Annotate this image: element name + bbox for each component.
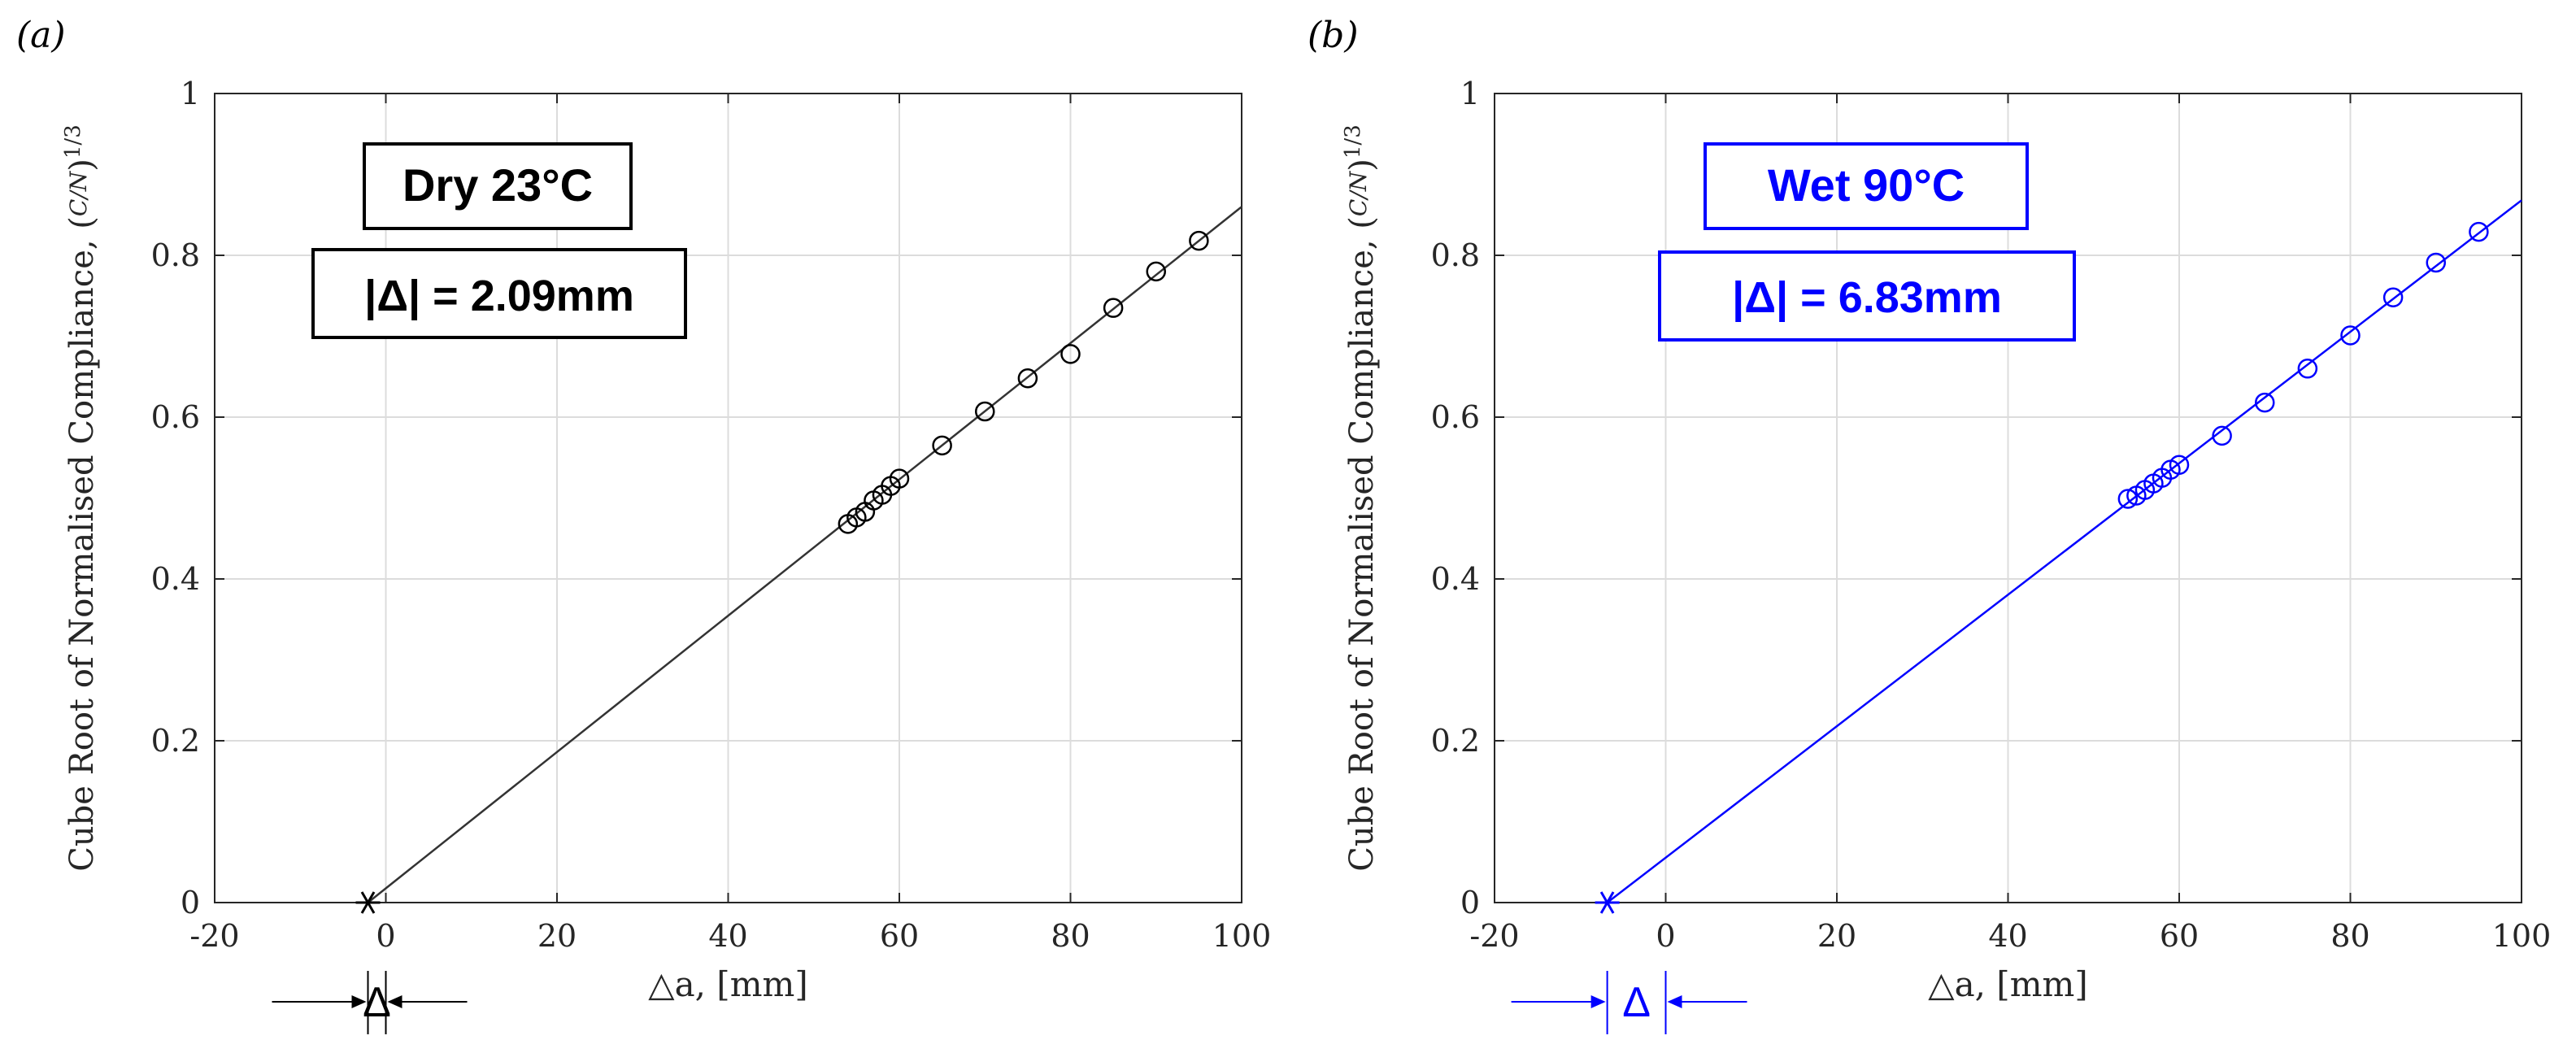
data-markers (838, 230, 1209, 534)
data-point (2297, 359, 2318, 379)
data-point (2469, 221, 2489, 242)
x-axis-label: △a, [mm] (1928, 964, 2087, 1004)
x-tick-label: 20 (1817, 918, 1856, 954)
x-tick-label: -20 (189, 918, 239, 954)
y-tick-label: 0.6 (1431, 399, 1480, 435)
data-point (2340, 325, 2361, 346)
y-tick-label: 0 (181, 885, 200, 920)
delta-value: |Δ| = 2.09mm (364, 272, 634, 321)
offset-indicator: Δ (272, 971, 468, 1034)
x-tick-label: 20 (537, 918, 577, 954)
x-tick-label: 60 (880, 918, 919, 954)
y-tick-label: 0.8 (151, 237, 200, 273)
delta-box (1658, 250, 2076, 342)
x-tick-label: 0 (376, 918, 395, 954)
data-point (889, 468, 910, 489)
y-tick-label: 0.4 (1431, 561, 1480, 597)
y-tick-label: 1 (1460, 76, 1480, 111)
x-tick-label: -20 (1469, 918, 1519, 954)
panel-label: (a) (16, 15, 66, 56)
x-tick-label: 40 (1988, 918, 2027, 954)
data-point (2255, 392, 2275, 413)
data-point (1146, 261, 1166, 282)
condition-label: Wet 90°C (1768, 159, 1965, 211)
data-point (1103, 298, 1124, 318)
delta-value: |Δ| = 6.83mm (1732, 273, 2002, 323)
data-point (975, 401, 995, 422)
offset-arrowhead-left (351, 995, 367, 1008)
offset-arrowhead-right (1667, 995, 1682, 1008)
data-point (1017, 368, 1038, 389)
panel-label: (b) (1308, 15, 1359, 56)
offset-label: Δ (363, 979, 391, 1026)
x-tick-label: 60 (2160, 918, 2199, 954)
data-point (1060, 344, 1081, 364)
data-point (1189, 230, 1209, 251)
offset-indicator: Δ (1511, 971, 1747, 1034)
x-tick-label: 100 (2492, 918, 2552, 954)
y-tick-label: 0.2 (151, 723, 200, 759)
offset-arrowhead-right (387, 995, 402, 1008)
offset-label: Δ (1622, 979, 1651, 1026)
y-tick-label: 0.6 (151, 399, 200, 435)
condition-label: Dry 23°C (402, 159, 593, 211)
x-tick-label: 80 (2330, 918, 2369, 954)
y-axis-label: Cube Root of Normalised Compliance, (C/N… (1341, 124, 1381, 871)
data-markers (2117, 221, 2489, 509)
y-tick-label: 0.4 (151, 561, 200, 597)
data-point (2117, 489, 2139, 509)
y-tick-label: 1 (181, 76, 200, 111)
x-tick-label: 100 (1212, 918, 1272, 954)
fit-line (367, 206, 1242, 903)
data-point (2212, 425, 2232, 446)
data-point (932, 435, 952, 456)
y-tick-label: 0 (1460, 885, 1480, 920)
asterisk-stroke (1599, 891, 1615, 914)
asterisk-stroke (360, 891, 376, 914)
x-intercept-marker (1595, 891, 1620, 914)
data-point (2382, 287, 2404, 307)
data-point (2426, 252, 2446, 273)
fit-line (1606, 199, 2522, 903)
x-tick-label: 80 (1051, 918, 1090, 954)
x-tick-label: 40 (708, 918, 747, 954)
x-axis-label: △a, [mm] (648, 964, 807, 1004)
data-point (2169, 455, 2190, 475)
condition-box (363, 142, 633, 230)
x-tick-label: 0 (1656, 918, 1675, 954)
y-tick-label: 0.8 (1431, 237, 1480, 273)
offset-arrowhead-left (1590, 995, 1606, 1008)
y-axis-label: Cube Root of Normalised Compliance, (C/N… (61, 124, 101, 871)
condition-box (1704, 142, 2029, 230)
delta-box (311, 248, 687, 339)
y-tick-label: 0.2 (1431, 723, 1480, 759)
x-intercept-marker (355, 891, 381, 914)
